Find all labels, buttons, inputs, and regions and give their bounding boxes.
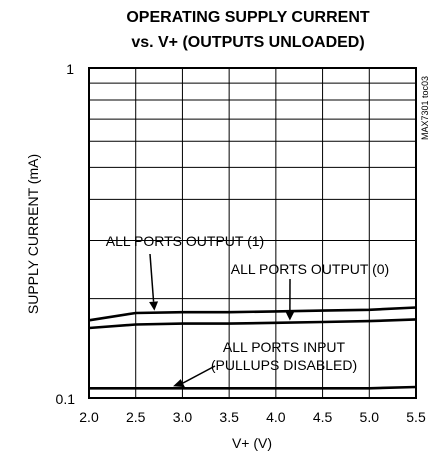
series-group bbox=[88, 306, 417, 390]
annotation-arrow-1 bbox=[149, 253, 155, 302]
series-line-3 bbox=[89, 385, 417, 390]
annotation-label-3: ALL PORTS INPUT bbox=[223, 339, 346, 355]
annotation-label-1: ALL PORTS OUTPUT (1) bbox=[106, 233, 264, 249]
x-tick-label: 4.5 bbox=[313, 409, 333, 425]
annotation-arrowhead-2 bbox=[285, 311, 295, 321]
x-tick-label: 3.0 bbox=[173, 409, 193, 425]
plot-frame bbox=[88, 67, 417, 399]
annotation-arrow-3 bbox=[182, 365, 216, 384]
annotation-arrowhead-3 bbox=[173, 379, 185, 388]
y-tick-label-bottom: 0.1 bbox=[56, 391, 76, 407]
chart-title-line-2: vs. V+ (OUTPUTS UNLOADED) bbox=[131, 34, 364, 51]
annotation-arrowhead-1 bbox=[149, 301, 159, 311]
x-tick-labels: 2.0 2.5 3.0 3.5 4.0 4.5 5.0 5.5 bbox=[79, 409, 426, 425]
series-line-2 bbox=[88, 318, 417, 330]
y-axis-title: SUPPLY CURRENT (mA) bbox=[25, 154, 41, 314]
series-line-1 bbox=[88, 306, 417, 322]
x-tick-label: 5.0 bbox=[360, 409, 380, 425]
annotations-group: ALL PORTS OUTPUT (1) ALL PORTS OUTPUT (0)… bbox=[106, 233, 389, 388]
x-axis-title: V+ (V) bbox=[232, 435, 272, 451]
annotation-label-3: (PULLUPS DISABLED) bbox=[211, 357, 357, 373]
x-tick-label: 3.5 bbox=[219, 409, 239, 425]
x-tick-label: 2.0 bbox=[79, 409, 99, 425]
grid bbox=[89, 68, 416, 398]
x-tick-label: 5.5 bbox=[406, 409, 426, 425]
chart-code-label: MAX7301 toc03 bbox=[420, 76, 430, 140]
annotation-label-2: ALL PORTS OUTPUT (0) bbox=[231, 261, 389, 277]
chart-title-line-1: OPERATING SUPPLY CURRENT bbox=[126, 9, 370, 26]
x-tick-label: 4.0 bbox=[266, 409, 286, 425]
y-tick-label-top: 1 bbox=[66, 61, 74, 77]
x-tick-label: 2.5 bbox=[126, 409, 146, 425]
